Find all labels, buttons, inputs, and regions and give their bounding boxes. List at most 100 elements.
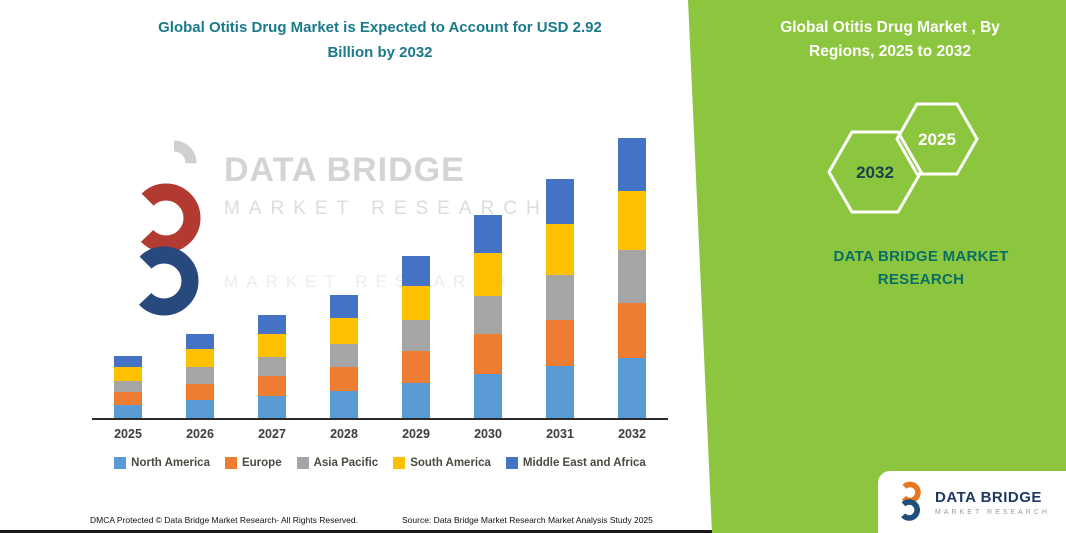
bar-column-2031 [524,179,596,418]
data-bridge-logo-watermark-icon [129,140,201,316]
legend-label: North America [131,457,210,469]
page-title-line1: Global Otitis Drug Market is Expected to… [158,19,602,36]
bar-segment-south-america [114,367,142,381]
bar-segment-north-america [402,382,430,418]
bar-segment-middle-east-and-africa [618,137,646,191]
stacked-bar-chart: 2025 2026 2027 2028 2029 2030 2031 2032 North A… [92,125,668,469]
source-note: Source: Data Bridge Market Research Mark… [402,515,653,525]
right-panel-title-line1: Global Otitis Drug Market , By [780,19,1000,36]
bar-segment-asia-pacific [186,367,214,384]
page-title-line2: Billion by 2032 [327,43,433,61]
bar-segment-middle-east-and-africa [330,295,358,319]
bar-segment-asia-pacific [330,344,358,368]
x-axis-label-2031: 2031 [546,427,574,441]
bar-segment-middle-east-and-africa [114,355,142,368]
legend-item-europe: Europe [224,457,282,469]
legend-item-asia-pacific: Asia Pacific [296,457,379,469]
bar-segment-middle-east-and-africa [546,179,574,225]
chart-x-axis: 2025 2026 2027 2028 2029 2030 2031 2032 [92,420,668,441]
bar-segment-north-america [186,399,214,418]
bar-segment-europe [402,350,430,383]
bar-segment-europe [186,383,214,400]
bar-segment-north-america [618,357,646,418]
x-axis-label-2030: 2030 [474,427,502,441]
legend-label: Asia Pacific [313,457,379,469]
bar-column-2030 [452,215,524,418]
stacked-bar-2026 [186,333,214,418]
legend-label: Europe [241,457,282,469]
x-axis-label-2029: 2029 [402,427,430,441]
stacked-bar-2032 [618,137,646,418]
bottom-divider [0,530,714,533]
data-bridge-logo-icon [898,481,921,521]
watermark-subtitle-faint: MARKET RESEARCH [224,272,514,291]
bar-segment-north-america [330,391,358,418]
brand-name-line1: DATA BRIDGE MARKET [833,248,1009,265]
stacked-bar-2031 [546,179,574,418]
hexagon-graphics: 2032 2025 [827,102,979,214]
legend-label: Middle East and Africa [522,457,646,469]
x-axis-label-2032: 2032 [618,427,646,441]
stacked-bar-2029 [402,255,430,418]
bar-segment-north-america [474,373,502,418]
bar-segment-asia-pacific [618,250,646,303]
bar-segment-asia-pacific [114,380,142,393]
hexagon-year-2032: 2032 [856,163,894,182]
watermark: DATA BRIDGE MARKET RESEARCH MARKET RESEA… [128,133,549,318]
logo-brand-name: DATA BRIDGE [935,488,1042,506]
x-axis-label-2027: 2027 [258,427,286,441]
bar-segment-europe [330,367,358,392]
bar-segment-south-america [546,224,574,276]
legend-swatch-icon [393,457,406,469]
bar-column-2029 [380,255,452,418]
bar-segment-asia-pacific [546,275,574,321]
bar-segment-asia-pacific [402,320,430,351]
watermark-subtitle: MARKET RESEARCH [224,198,549,219]
right-panel: Global Otitis Drug Market , By Regions, … [688,0,1066,533]
right-panel-title: Global Otitis Drug Market , By Regions, … [728,16,1052,64]
stacked-bar-2027 [258,315,286,418]
legend-label: South America [410,457,491,469]
bar-segment-south-america [402,285,430,321]
bar-column-2028 [308,295,380,418]
logo-box: DATA BRIDGE MARKET RESEARCH [878,471,1066,533]
bar-segment-europe [114,392,142,405]
legend-swatch-icon [114,457,127,469]
bar-segment-asia-pacific [474,296,502,335]
stacked-bar-2028 [330,295,358,418]
legend-swatch-icon [505,457,518,469]
legend-swatch-icon [224,457,237,469]
x-axis-label-2026: 2026 [186,427,214,441]
bar-segment-europe [474,334,502,374]
brand-name: DATA BRIDGE MARKET RESEARCH [784,246,1058,291]
x-axis-label-2028: 2028 [330,427,358,441]
bar-segment-south-america [474,252,502,297]
legend-item-south-america: South America [393,457,491,469]
bar-column-2027 [236,315,308,418]
watermark-text: DATA BRIDGE MARKET RESEARCH MARKET RESEA… [224,133,549,292]
right-panel-title-line2: Regions, 2025 to 2032 [809,43,971,61]
bar-segment-asia-pacific [258,356,286,376]
stacked-bar-2025 [114,355,142,418]
legend-item-north-america: North America [114,457,210,469]
bar-column-2032 [596,137,668,418]
page-title: Global Otitis Drug Market is Expected to… [70,16,690,66]
logo-brand-subtitle: MARKET RESEARCH [935,508,1050,516]
x-axis-label-2025: 2025 [114,427,142,441]
bar-segment-south-america [186,349,214,368]
logo-text: DATA BRIDGE MARKET RESEARCH [935,489,1050,516]
watermark-title: DATA BRIDGE [224,151,465,189]
chart-plot-area [92,125,668,420]
dmca-notice: DMCA Protected © Data Bridge Market Rese… [90,515,358,525]
hexagon-year-2025: 2025 [918,130,956,149]
hexagon-2025-outline [895,102,979,176]
bar-segment-middle-east-and-africa [186,333,214,350]
bar-segment-middle-east-and-africa [258,315,286,335]
legend-swatch-icon [296,457,309,469]
bar-segment-europe [546,320,574,367]
stacked-bar-2030 [474,215,502,418]
bar-segment-europe [618,302,646,358]
bar-column-2026 [164,333,236,418]
bar-segment-north-america [546,366,574,418]
bar-segment-south-america [618,190,646,251]
